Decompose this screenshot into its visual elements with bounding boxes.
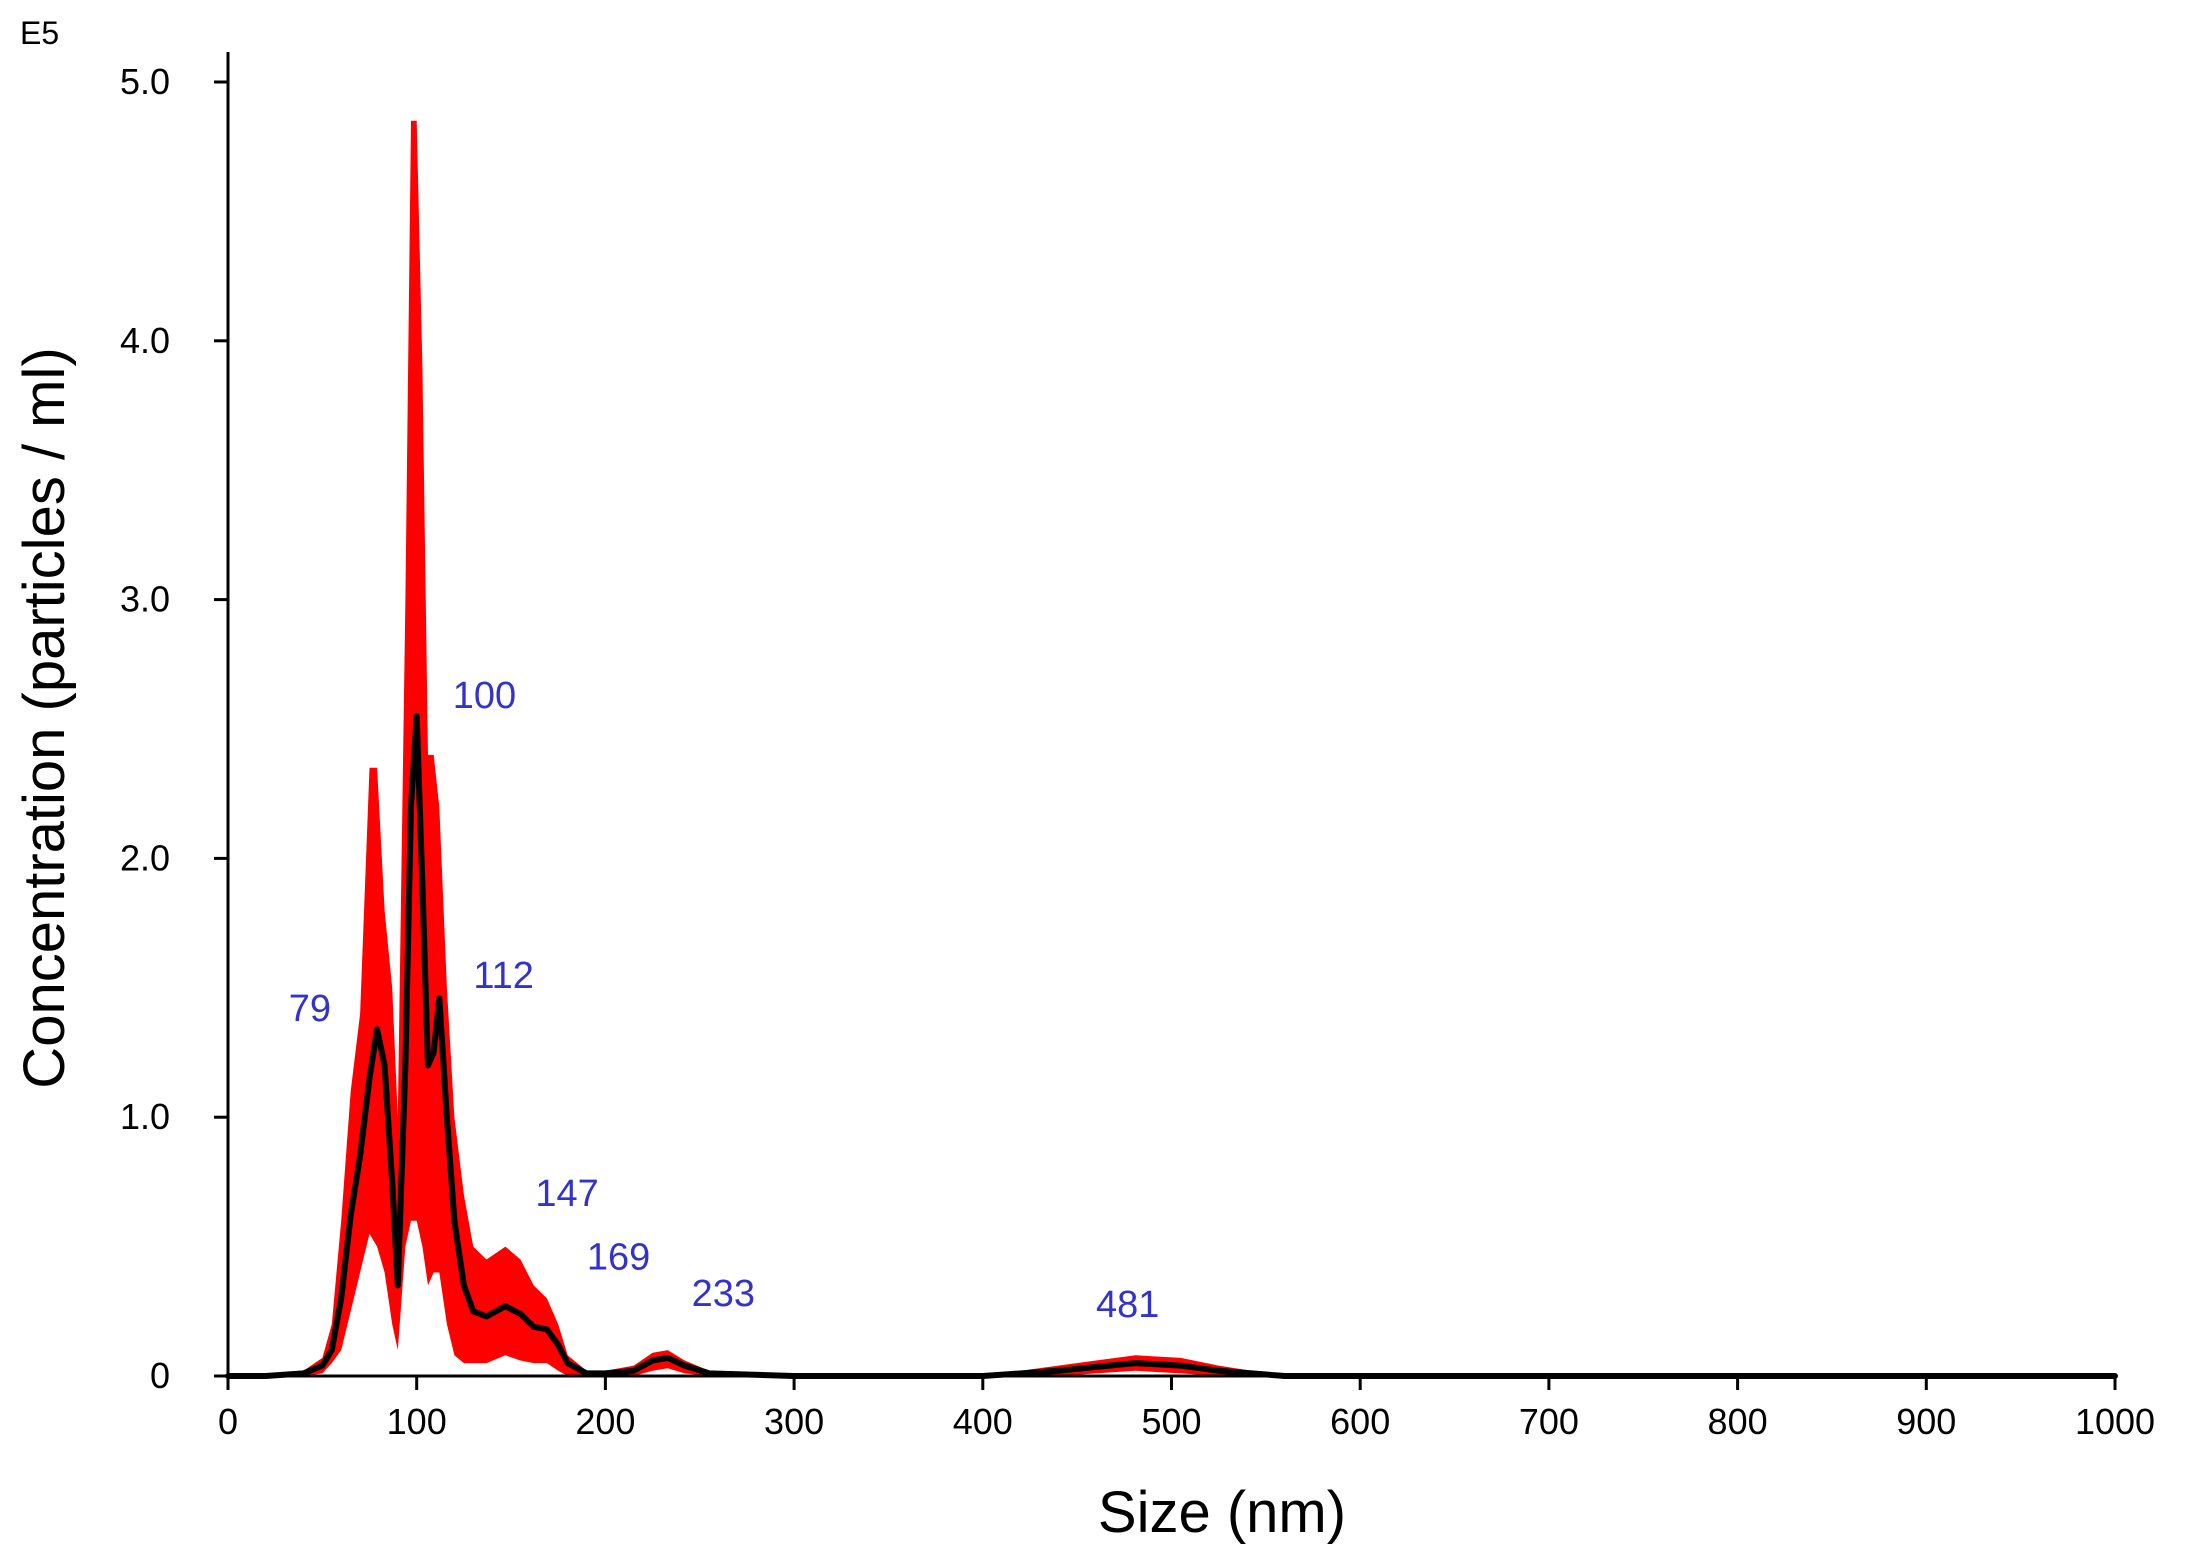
x-tick-label: 1000 bbox=[2075, 1401, 2155, 1442]
x-tick-label: 400 bbox=[953, 1401, 1013, 1442]
axes bbox=[214, 52, 2117, 1390]
error-band-layer bbox=[228, 120, 2115, 1376]
x-tick-label: 800 bbox=[1708, 1401, 1768, 1442]
x-tick-label: 200 bbox=[575, 1401, 635, 1442]
x-tick-label: 900 bbox=[1896, 1401, 1956, 1442]
peak-label: 79 bbox=[289, 988, 331, 1030]
y-tick-label: 2.0 bbox=[120, 837, 170, 878]
tick-labels: 0 100 200 300 400 500 600 700 800 900 1000 0 1.0 2.0 3… bbox=[120, 61, 2155, 1442]
y-tick-label: 5.0 bbox=[120, 61, 170, 102]
peak-label: 100 bbox=[453, 675, 516, 717]
x-tick-label: 0 bbox=[218, 1401, 238, 1442]
x-tick-label: 100 bbox=[387, 1401, 447, 1442]
peak-label: 147 bbox=[535, 1173, 598, 1215]
y-axis-title: Concentration (particles / ml) bbox=[12, 347, 77, 1088]
y-tick-label: 3.0 bbox=[120, 579, 170, 620]
y-exponent-label: E5 bbox=[20, 15, 59, 51]
y-tick-label: 4.0 bbox=[120, 320, 170, 361]
x-tick-label: 700 bbox=[1519, 1401, 1579, 1442]
error-band bbox=[228, 120, 2115, 1376]
x-tick-label: 600 bbox=[1330, 1401, 1390, 1442]
x-axis-title: Size (nm) bbox=[1098, 1480, 1346, 1545]
y-tick-label: 1.0 bbox=[120, 1096, 170, 1137]
peak-label: 112 bbox=[473, 955, 534, 997]
peak-annotations: 79 100 112 147 169 233 481 bbox=[289, 675, 1160, 1326]
x-tick-label: 500 bbox=[1141, 1401, 1201, 1442]
peak-label: 481 bbox=[1096, 1284, 1159, 1326]
y-tick-label: 0 bbox=[150, 1355, 170, 1396]
x-tick-label: 300 bbox=[764, 1401, 824, 1442]
peak-label: 169 bbox=[587, 1236, 650, 1278]
peak-label: 233 bbox=[692, 1273, 755, 1315]
